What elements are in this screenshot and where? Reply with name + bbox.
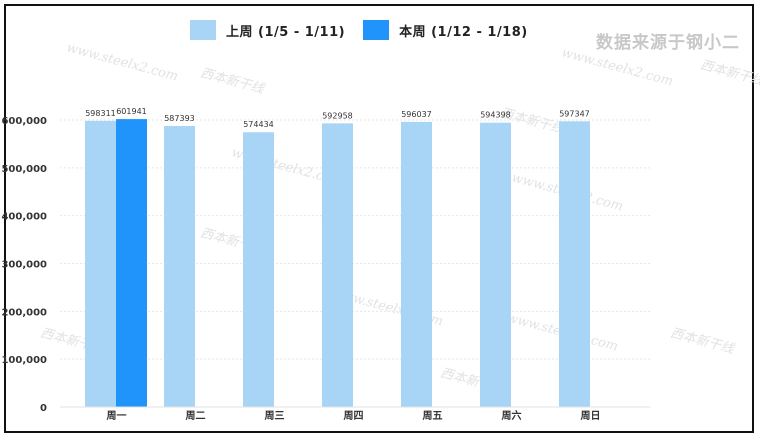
legend-swatch-this-week: [363, 20, 390, 40]
bar-prev-week: [322, 123, 353, 408]
y-tick-label: 100,000: [1, 355, 47, 366]
chart-legend: 上周 (1/5 - 1/11) 本周 (1/12 - 1/18): [190, 20, 528, 40]
x-tick-label: 周五: [423, 410, 443, 422]
bar-prev-week: [85, 120, 116, 407]
data-label: 601941: [116, 107, 147, 116]
data-label: 574434: [243, 120, 274, 129]
data-label: 596037: [401, 110, 432, 119]
bar-prev-week: [164, 126, 195, 408]
x-tick-label: 周一: [107, 410, 127, 422]
x-tick-label: 周六: [502, 409, 522, 422]
data-label: 597347: [559, 109, 590, 118]
legend-label-prev-week: 上周 (1/5 - 1/11): [226, 24, 346, 40]
x-tick-label: 周四: [344, 410, 364, 422]
legend-item-this-week[interactable]: 本周 (1/12 - 1/18): [363, 20, 528, 40]
y-tick-label: 300,000: [1, 260, 47, 271]
legend-swatch-prev-week: [190, 20, 216, 40]
data-label: 598311: [85, 109, 116, 118]
y-tick-label: 200,000: [1, 307, 47, 318]
bar-this-week: [116, 119, 147, 407]
source-note: 数据来源于钢小二: [596, 33, 740, 53]
y-tick-label: 0: [40, 403, 47, 414]
x-tick-label: 周三: [265, 410, 285, 422]
x-tick-label: 周日: [581, 410, 601, 422]
y-tick-label: 600,000: [1, 116, 47, 127]
y-tick-label: 400,000: [1, 212, 47, 223]
legend-label-this-week: 本周 (1/12 - 1/18): [399, 24, 528, 40]
legend-item-prev-week[interactable]: 上周 (1/5 - 1/11): [190, 20, 345, 40]
bar-prev-week: [401, 121, 432, 408]
y-tick-label: 500,000: [1, 164, 47, 175]
data-label: 592958: [322, 111, 353, 120]
x-tick-label: 周二: [186, 410, 206, 422]
data-label: 587393: [164, 114, 195, 123]
bar-prev-week: [559, 121, 590, 408]
bar-prev-week: [480, 122, 511, 407]
data-label: 594398: [480, 111, 511, 120]
bar-prev-week: [243, 132, 274, 407]
